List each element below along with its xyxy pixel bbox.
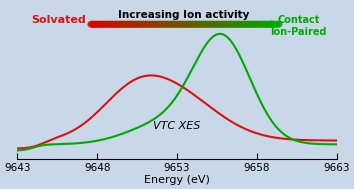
Text: Increasing Ion activity: Increasing Ion activity (118, 10, 249, 20)
X-axis label: Energy (eV): Energy (eV) (144, 175, 210, 185)
Text: VTC XES: VTC XES (153, 121, 201, 131)
Text: Solvated: Solvated (32, 15, 86, 25)
Text: Contact
Ion-Paired: Contact Ion-Paired (270, 15, 326, 37)
